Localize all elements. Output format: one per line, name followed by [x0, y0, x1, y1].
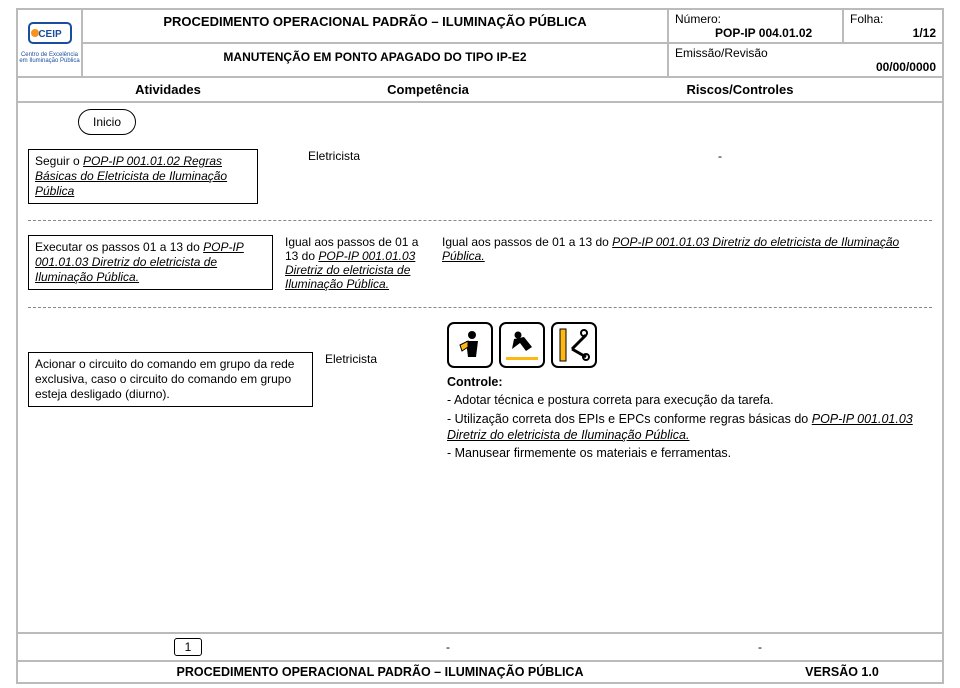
version: VERSÃO 1.0: [742, 662, 942, 682]
controle-block: Controle: - Adotar técnica e postura cor…: [447, 374, 932, 461]
emissao-value: 00/00/0000: [675, 60, 936, 74]
risk2-text: Igual aos passos de 01 a 13 do: [442, 235, 612, 249]
doc-title: PROCEDIMENTO OPERACIONAL PADRÃO – ILUMIN…: [83, 10, 667, 42]
doc-subtitle: MANUTENÇÃO EM PONTO APAGADO DO TIPO IP-E…: [83, 44, 667, 76]
header-content: PROCEDIMENTO OPERACIONAL PADRÃO – ILUMIN…: [83, 10, 942, 76]
folha-cell: Folha: 1/12: [842, 10, 942, 42]
controle-item-1: - Adotar técnica e postura correta para …: [447, 392, 932, 408]
step-2: Executar os passos 01 a 13 do POP-IP 001…: [28, 235, 932, 291]
step-1: Inicio Seguir o POP-IP 001.01.02 Regras …: [28, 109, 932, 204]
step-1-activity: Inicio Seguir o POP-IP 001.01.02 Regras …: [28, 109, 308, 204]
step-1-competencia: Eletricista: [308, 109, 508, 163]
step-3-activity: Acionar o circuito do comando em grupo d…: [28, 322, 313, 407]
flow-box-acionar: Acionar o circuito do comando em grupo d…: [28, 352, 313, 407]
numero-cell: Número: POP-IP 004.01.02: [667, 10, 842, 42]
flow-box-executar: Executar os passos 01 a 13 do POP-IP 001…: [28, 235, 273, 290]
header: CEIP Centro de Excelência em Iluminação …: [18, 10, 942, 78]
hazard-icons: [447, 322, 932, 368]
step-2-activity: Executar os passos 01 a 13 do POP-IP 001…: [28, 235, 273, 291]
col-competencia: Competência: [318, 78, 538, 101]
slip-icon: [499, 322, 545, 368]
numero-value: POP-IP 004.01.02: [675, 26, 836, 40]
body: Inicio Seguir o POP-IP 001.01.02 Regras …: [18, 103, 942, 632]
logo-cell: CEIP Centro de Excelência em Iluminação …: [18, 10, 83, 76]
step-3: Acionar o circuito do comando em grupo d…: [28, 322, 932, 463]
step-3-risco: Controle: - Adotar técnica e postura cor…: [447, 322, 932, 463]
inner-footer: 1 - -: [18, 632, 942, 660]
injury-icon: [447, 322, 493, 368]
footer-dash-2: -: [578, 640, 942, 654]
document-frame: CEIP Centro de Excelência em Iluminação …: [16, 8, 944, 684]
emissao-label: Emissão/Revisão: [675, 46, 936, 60]
folha-label: Folha:: [850, 12, 936, 26]
seguir-text: Seguir o: [35, 154, 83, 168]
executar-text: Executar os passos 01 a 13 do: [35, 240, 203, 254]
col-atividades: Atividades: [18, 78, 318, 101]
ceip-logo-icon: CEIP: [28, 22, 72, 52]
step-2-risco: Igual aos passos de 01 a 13 do POP-IP 00…: [442, 235, 932, 291]
separator-1: [28, 220, 932, 221]
flow-connector-1: 1: [174, 638, 202, 656]
flow-start-node: Inicio: [78, 109, 136, 135]
step-3-competencia: Eletricista: [325, 322, 435, 366]
controle-item-2: - Utilização correta dos EPIs e EPCs con…: [447, 411, 932, 444]
step-2-competencia: Igual aos passos de 01 a 13 do POP-IP 00…: [285, 235, 430, 291]
numero-label: Número:: [675, 12, 836, 26]
bottom-bar: PROCEDIMENTO OPERACIONAL PADRÃO – ILUMIN…: [18, 660, 942, 682]
column-headers: Atividades Competência Riscos/Controles: [18, 78, 942, 103]
col-riscos: Riscos/Controles: [538, 78, 942, 101]
cut-icon: [551, 322, 597, 368]
step-1-risco: -: [508, 109, 932, 163]
revisao-cell: Emissão/Revisão 00/00/0000: [667, 44, 942, 76]
folha-value: 1/12: [850, 26, 936, 40]
c2-text: - Utilização correta dos EPIs e EPCs con…: [447, 412, 812, 426]
controle-label: Controle:: [447, 374, 932, 390]
logo-text-2: em Iluminação Pública: [19, 58, 79, 64]
separator-2: [28, 307, 932, 308]
bottom-title: PROCEDIMENTO OPERACIONAL PADRÃO – ILUMIN…: [18, 662, 742, 682]
controle-item-3: - Manusear firmemente os materiais e fer…: [447, 445, 932, 461]
header-row-1: PROCEDIMENTO OPERACIONAL PADRÃO – ILUMIN…: [83, 10, 942, 42]
page: CEIP Centro de Excelência em Iluminação …: [0, 0, 960, 688]
flow-box-seguir: Seguir o POP-IP 001.01.02 Regras Básicas…: [28, 149, 258, 204]
svg-text:CEIP: CEIP: [38, 29, 62, 40]
footer-dash-1: -: [318, 640, 578, 654]
header-row-2: MANUTENÇÃO EM PONTO APAGADO DO TIPO IP-E…: [83, 42, 942, 76]
